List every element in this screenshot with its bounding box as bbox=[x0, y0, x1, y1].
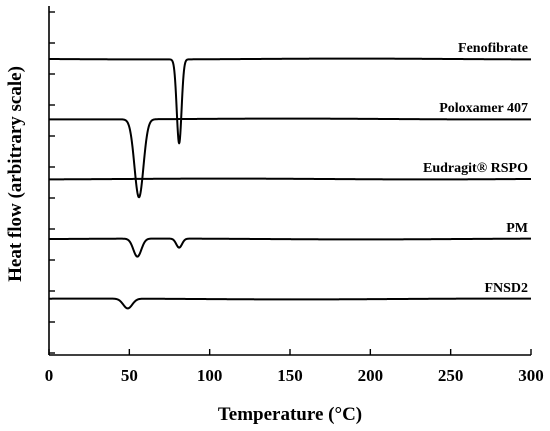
dsc-curve-fnsd2 bbox=[48, 297, 532, 310]
x-tick-label: 300 bbox=[518, 366, 544, 385]
y-axis-title: Heat flow (arbitrary scale) bbox=[5, 66, 26, 282]
dsc-curve-poloxamer-407 bbox=[48, 117, 532, 199]
x-tick-label: 250 bbox=[438, 366, 464, 385]
x-axis-ticks bbox=[48, 349, 532, 355]
x-axis-title: Temperature (°C) bbox=[218, 404, 362, 425]
series-label: PM bbox=[506, 221, 528, 236]
x-tick-labels: 0 50 100 150 200 250 300 bbox=[45, 366, 544, 385]
y-axis-ticks bbox=[49, 11, 55, 354]
dsc-curve-pm bbox=[48, 237, 532, 258]
x-tick-label: 100 bbox=[197, 366, 223, 385]
series-label: Eudragit® RSPO bbox=[423, 161, 528, 176]
dsc-curve-eudragit-rspo bbox=[48, 177, 532, 181]
plot-area: 0 50 100 150 200 250 300 Fenofibrate Poloxamer … bbox=[45, 6, 544, 385]
x-tick-label: 150 bbox=[277, 366, 303, 385]
x-tick-label: 50 bbox=[121, 366, 138, 385]
series-label: FNSD2 bbox=[484, 281, 528, 296]
series-label: Fenofibrate bbox=[458, 41, 528, 56]
series-label: Poloxamer 407 bbox=[439, 101, 528, 116]
series-labels: Fenofibrate Poloxamer 407 Eudragit® RSPO PM… bbox=[423, 41, 528, 296]
dsc-curves bbox=[48, 57, 532, 310]
x-tick-label: 200 bbox=[358, 366, 384, 385]
dsc-curve-fenofibrate bbox=[48, 57, 532, 145]
x-tick-label: 0 bbox=[45, 366, 54, 385]
